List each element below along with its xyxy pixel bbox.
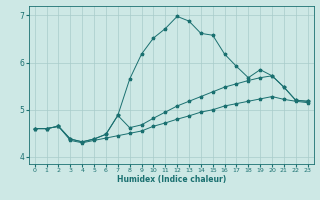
X-axis label: Humidex (Indice chaleur): Humidex (Indice chaleur) (116, 175, 226, 184)
